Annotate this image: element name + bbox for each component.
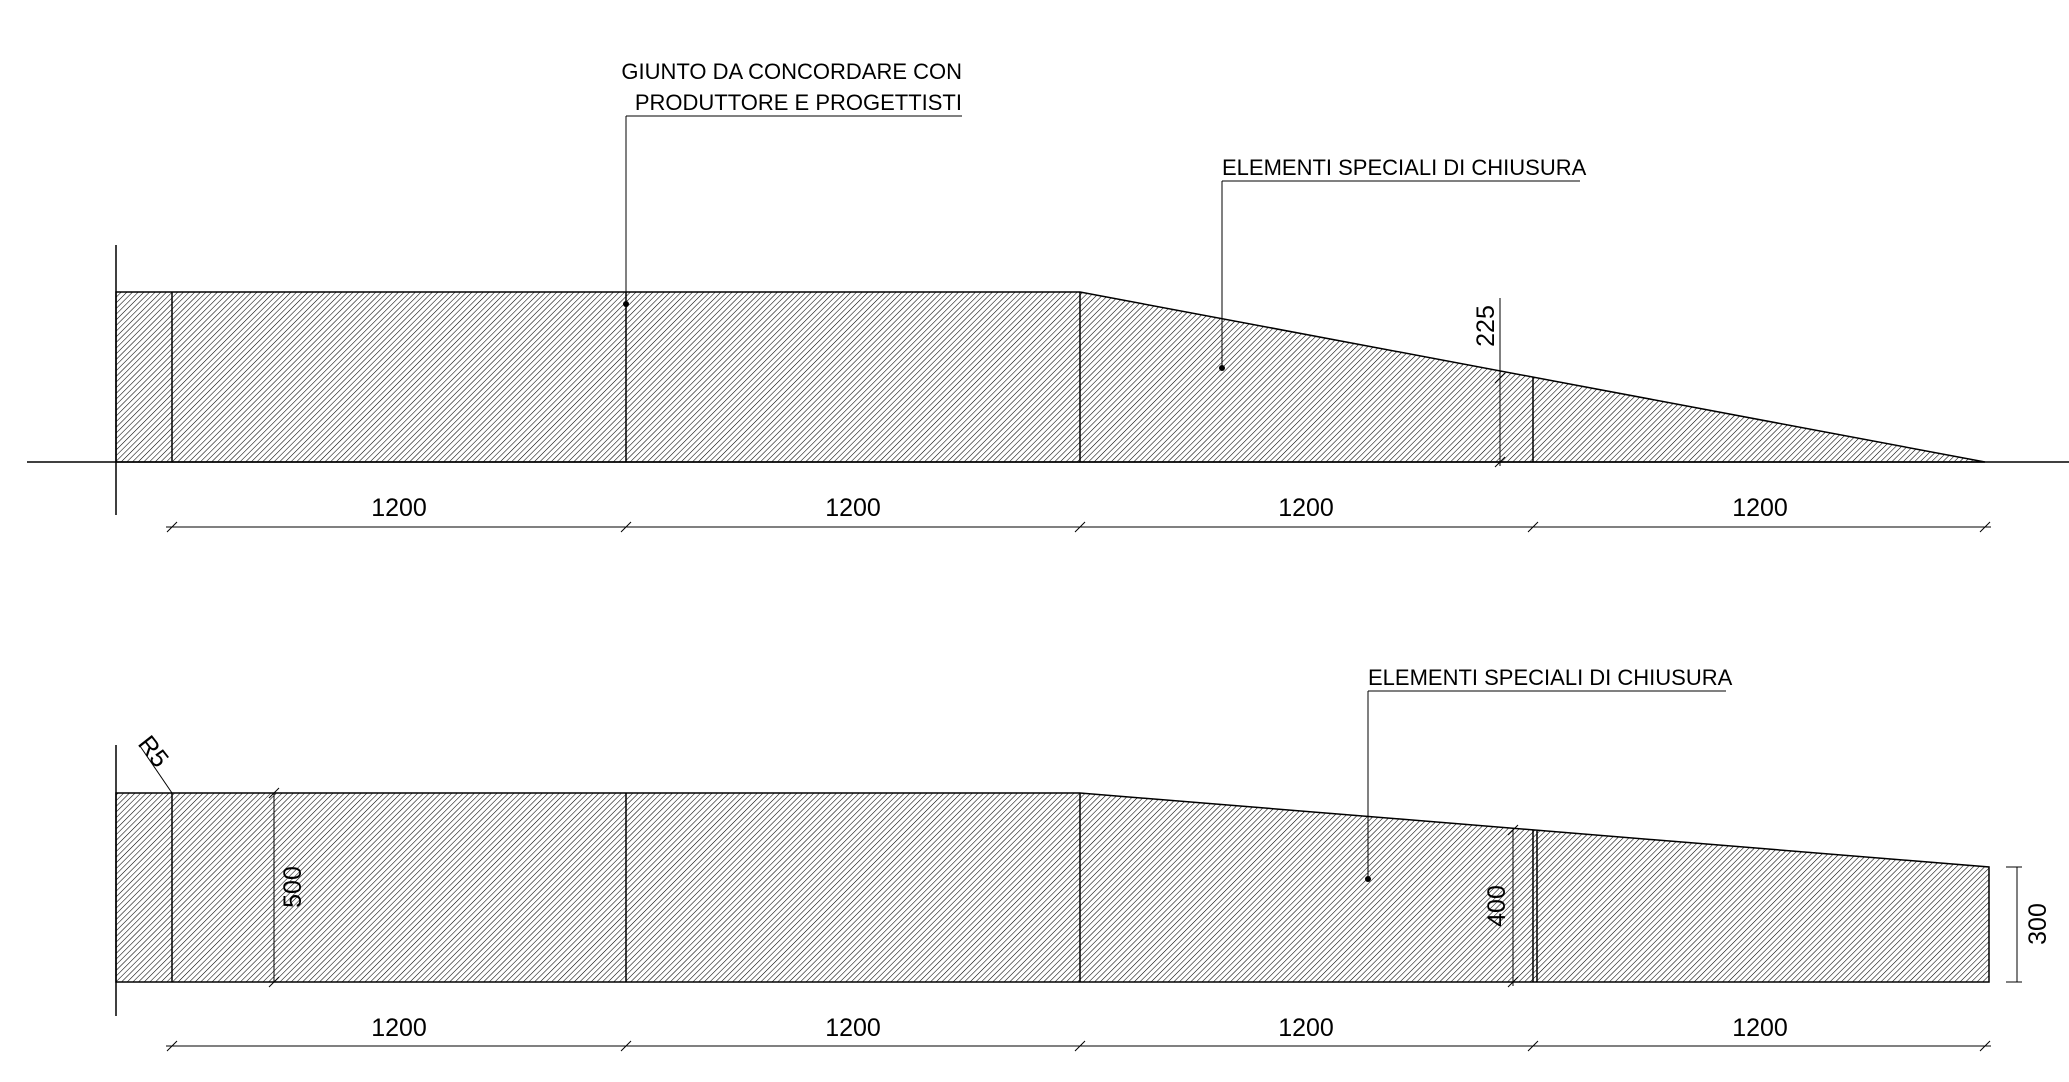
top-view: GIUNTO DA CONCORDARE CON PRODUTTORE E PR… xyxy=(27,59,2069,533)
top-dim-2: 1200 xyxy=(825,494,881,522)
bottom-dim-4: 1200 xyxy=(1732,1014,1788,1042)
bottom-height-start: 500 xyxy=(279,866,307,908)
radius-label: R5 xyxy=(132,730,174,772)
bottom-height-end: 300 xyxy=(2024,903,2052,945)
top-ramp-body xyxy=(115,291,1986,463)
special-leader-top-dot xyxy=(1219,365,1225,371)
joint-note-line1: GIUNTO DA CONCORDARE CON xyxy=(621,59,962,84)
top-dimension-chain: 1200 1200 1200 1200 xyxy=(166,494,1991,533)
special-leader-bottom-dot xyxy=(1365,876,1371,882)
joint-note-line2: PRODUTTORE E PROGETTISTI xyxy=(635,90,962,115)
bottom-view: R5 500 400 300 ELEMENTI SPECIALI DI CHIU… xyxy=(115,665,2052,1052)
top-height-dim-tick2 xyxy=(1494,456,1506,468)
top-dim-1: 1200 xyxy=(371,494,427,522)
top-dim-3: 1200 xyxy=(1278,494,1334,522)
bottom-dim-1: 1200 xyxy=(371,1014,427,1042)
joint-leader-dot xyxy=(623,301,629,307)
top-dim-4: 1200 xyxy=(1732,494,1788,522)
top-height-dim-tick1 xyxy=(1494,372,1506,384)
bottom-block-body xyxy=(115,792,1990,983)
bottom-height-mid: 400 xyxy=(1483,885,1511,927)
radius-leader xyxy=(139,745,173,794)
special-note-top: ELEMENTI SPECIALI DI CHIUSURA xyxy=(1222,155,1587,180)
bottom-dimension-chain: 1200 1200 1200 1200 xyxy=(166,1014,1991,1052)
bottom-dim-3: 1200 xyxy=(1278,1014,1334,1042)
bottom-dim-500-tick1 xyxy=(268,787,280,799)
bottom-dim-400-tick1 xyxy=(1507,824,1519,836)
bottom-dim-500-tick2 xyxy=(268,976,280,988)
top-height-label: 225 xyxy=(1472,305,1500,347)
special-note-bottom: ELEMENTI SPECIALI DI CHIUSURA xyxy=(1368,665,1733,690)
bottom-dim-400-tick2 xyxy=(1507,976,1519,988)
bottom-dim-2: 1200 xyxy=(825,1014,881,1042)
